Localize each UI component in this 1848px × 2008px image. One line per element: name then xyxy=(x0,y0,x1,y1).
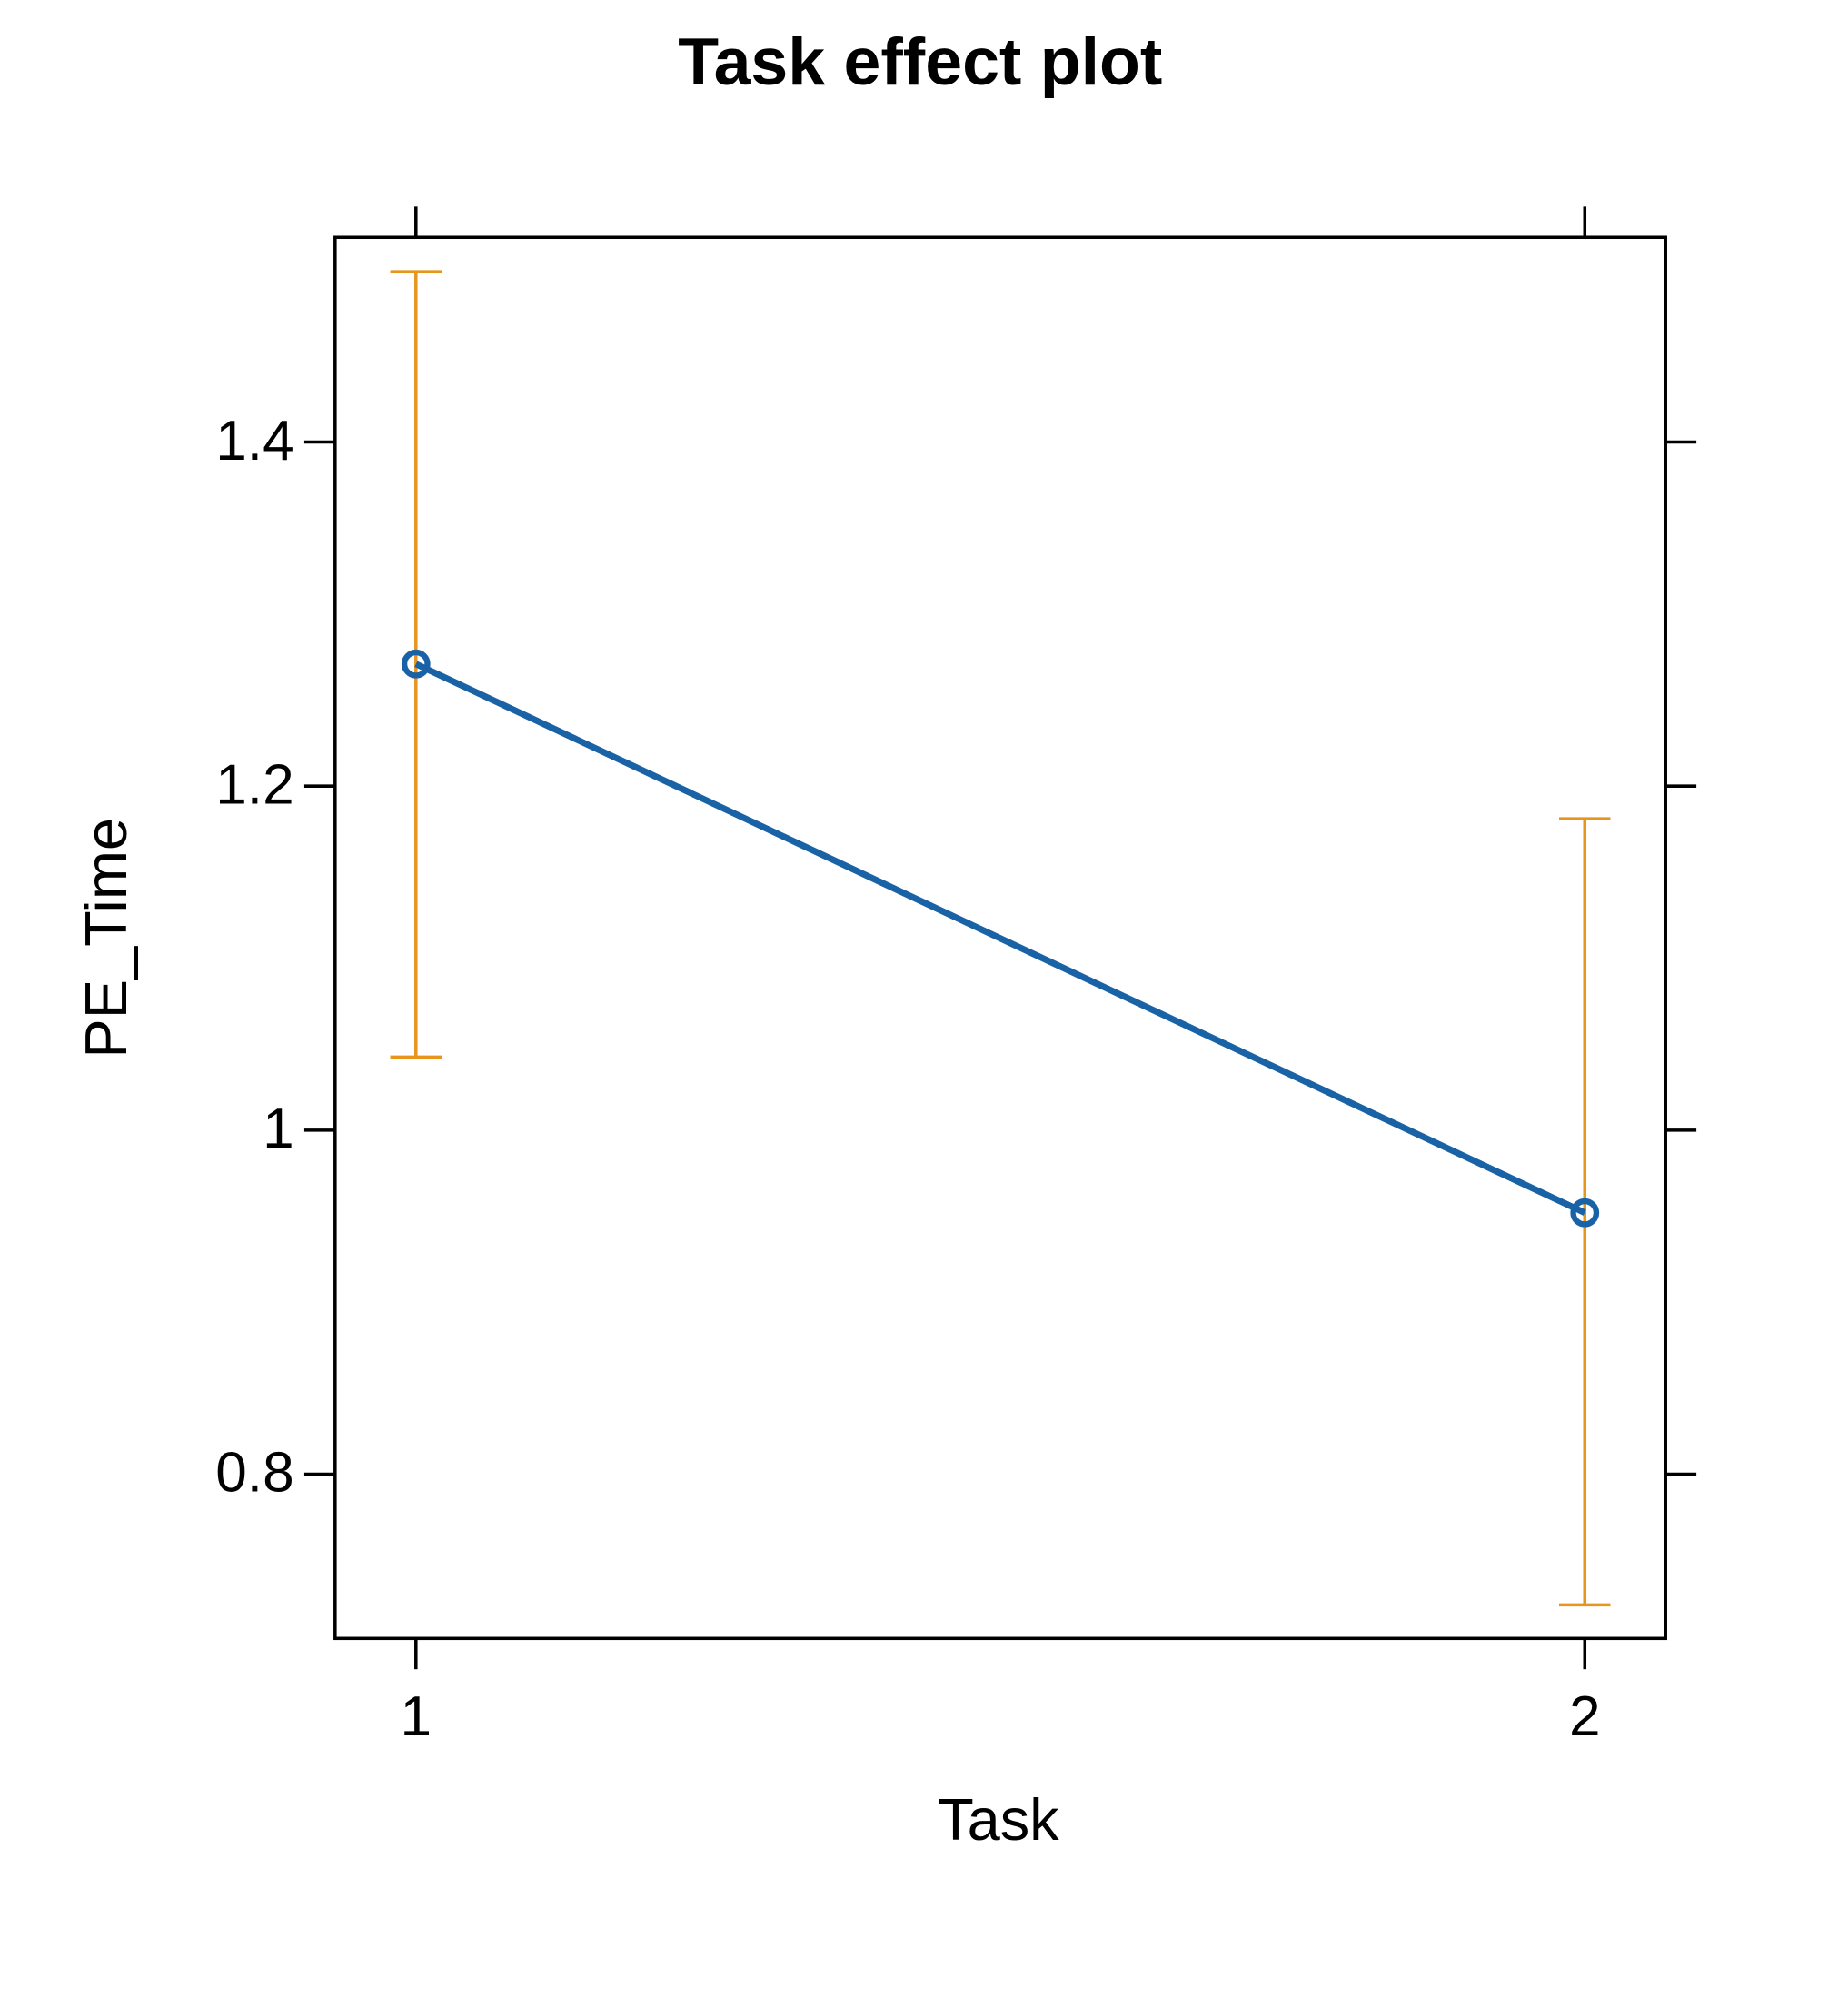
y-tick-label: 1.4 xyxy=(215,410,293,472)
point xyxy=(1570,1198,1600,1228)
plot-frame xyxy=(333,235,1667,1641)
y-tick-label: 0.8 xyxy=(215,1442,293,1505)
y-tick-label: 1.2 xyxy=(215,753,293,816)
series-line xyxy=(414,661,1586,1216)
chart-title: Task effect plot xyxy=(678,25,1162,99)
y-tick-label: 1 xyxy=(263,1098,294,1160)
x-tick-label: 1 xyxy=(401,1685,432,1748)
x-tick-label: 2 xyxy=(1569,1685,1601,1748)
point xyxy=(401,649,431,679)
y-axis-label: PE_Time xyxy=(73,818,139,1059)
x-axis-label: Task xyxy=(938,1786,1059,1853)
